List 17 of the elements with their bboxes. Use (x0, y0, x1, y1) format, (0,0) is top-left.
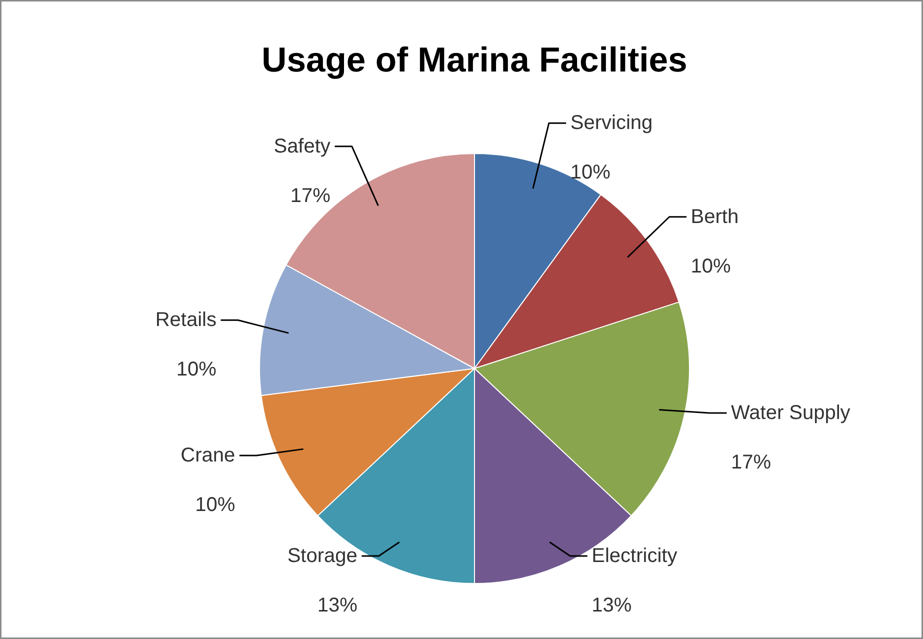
data-label: 10% (570, 162, 611, 184)
data-label: 10% (690, 255, 732, 278)
data-label: 17% (290, 184, 331, 207)
data-label: 13% (317, 594, 358, 616)
data-label: 17% (731, 452, 772, 474)
slice-label: Berth (690, 206, 739, 228)
slice-label: Electricity (592, 544, 678, 567)
chart-title: Usage of Marina Facilities (262, 42, 688, 80)
slice-label: Servicing (570, 112, 653, 134)
slice-label: Retails (155, 309, 216, 332)
slice-label: Water Supply (731, 402, 850, 424)
slice-label: Crane (180, 444, 236, 466)
data-label: 10% (195, 494, 236, 516)
data-label: 13% (592, 594, 632, 616)
slice-label: Safety (274, 135, 330, 158)
data-label: 10% (176, 358, 217, 381)
slice-label: Storage (287, 544, 358, 567)
